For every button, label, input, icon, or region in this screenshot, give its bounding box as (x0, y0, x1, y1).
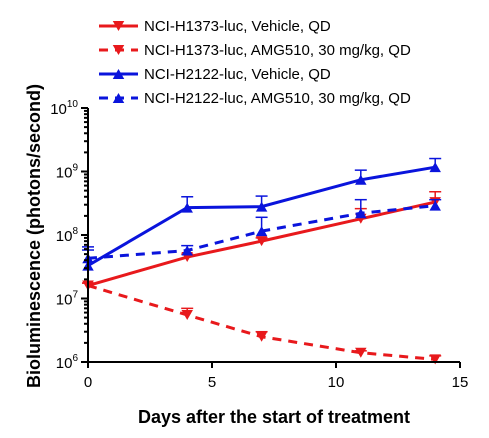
triangle-down-marker (355, 347, 367, 358)
series-layer (82, 157, 442, 365)
triangle-down-marker (181, 309, 193, 320)
triangle-up-marker (181, 245, 193, 256)
y-axis-title: Bioluminescence (photons/second) (24, 84, 44, 388)
series-line (87, 284, 436, 361)
legend-marker (112, 45, 125, 55)
triangle-up-marker (255, 201, 268, 212)
triangle-up-marker (255, 226, 268, 237)
legend-entry-4: NCI-H2122-luc, AMG510, 30 mg/kg, QD (144, 90, 411, 107)
series-line (87, 165, 436, 267)
x-tick-label: 0 (84, 374, 92, 391)
x-tick-label: 15 (452, 374, 469, 391)
legend-marker (112, 69, 125, 79)
legend-entry-2: NCI-H1373-luc, AMG510, 30 mg/kg, QD (144, 42, 411, 59)
triangle-down-marker (255, 236, 268, 247)
x-axis-title: Days after the start of treatment (138, 407, 410, 427)
triangle-up-marker (355, 174, 367, 185)
triangle-up-marker (429, 162, 441, 173)
y-tick-label: 1010 (50, 99, 78, 118)
y-tick-label: 108 (56, 226, 79, 245)
legend: NCI-H1373-luc, Vehicle, QD NCI-H1373-luc,… (99, 18, 411, 107)
x-tick-label: 5 (208, 374, 216, 391)
triangle-up-marker (429, 200, 441, 211)
legend-entry-3: NCI-H2122-luc, Vehicle, QD (144, 66, 331, 83)
y-tick-label: 107 (56, 290, 79, 309)
series-2 (82, 280, 442, 365)
triangle-up-marker (355, 208, 367, 219)
x-tick-label: 10 (328, 374, 345, 391)
triangle-up-marker (181, 202, 193, 213)
legend-entry-1: NCI-H1373-luc, Vehicle, QD (144, 18, 331, 35)
y-tick-label: 106 (56, 353, 79, 372)
y-tick-label: 109 (56, 163, 79, 182)
axes: 0 5 10 15 106 107 108 109 1010 (50, 99, 468, 391)
triangle-down-marker (429, 354, 441, 365)
legend-marker (112, 93, 125, 103)
triangle-down-marker (255, 331, 268, 342)
legend-marker (112, 21, 125, 31)
